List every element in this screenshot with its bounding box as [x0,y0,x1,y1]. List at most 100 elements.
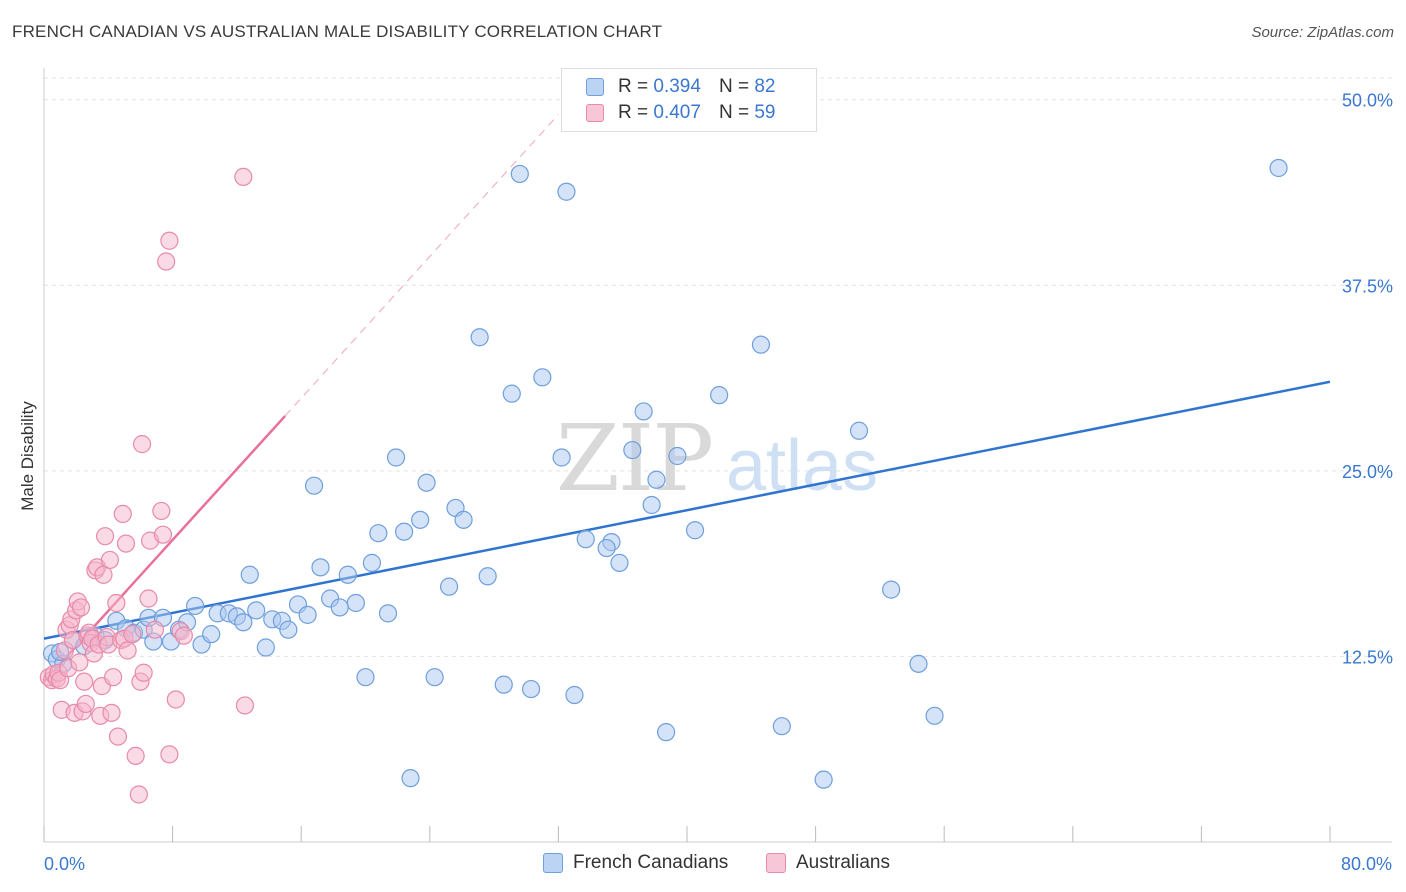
point-french-canadian [378,604,398,623]
point-australian [95,527,115,546]
point-french-canadian [369,524,388,543]
point-australian [132,435,152,454]
point-australian [166,690,185,709]
point-french-canadian [470,328,489,347]
point-australian [134,663,153,682]
point-french-canadian [186,596,205,616]
point-australian [160,231,179,250]
bottom-legend-swatch-blue [543,853,563,873]
point-french-canadian [510,164,529,184]
point-australian [102,703,121,722]
point-australian [70,653,89,672]
y-axis-label: Male Disability [18,401,37,511]
point-french-canadian [425,668,444,687]
point-french-canadian [634,402,653,421]
bottom-legend-label-french-canadians: French Canadians [573,852,729,873]
bottom-legend-australians: Australians [766,852,890,874]
legend-n-label: N = [718,102,750,123]
point-french-canadian [772,717,791,736]
legend-n-value: 82 [754,76,776,97]
source-label: Source: ZipAtlas.com [1251,24,1394,41]
point-french-canadian [494,675,513,694]
point-australian [116,534,136,553]
point-french-canadian [685,521,705,540]
point-french-canadian [330,598,349,617]
point-french-canadian [647,470,666,489]
point-australian [123,625,142,644]
trend-lines [43,114,1331,683]
point-french-canadian [751,335,771,354]
axes [43,68,1392,843]
point-australian [107,593,126,613]
legend-r-label: R = [618,76,649,97]
point-french-canadian [814,770,833,789]
point-french-canadian [610,553,629,572]
point-french-canadian [576,530,595,549]
stats-legend: R = 0.394 N = 82 R = 0.407 N = 59 [561,68,817,132]
point-french-canadian [882,580,901,599]
point-french-canadian [394,522,414,541]
point-australian [160,745,179,764]
point-french-canadian [909,654,928,673]
point-french-canadian [311,558,330,577]
point-australian [235,696,255,715]
point-french-canadian [521,679,541,699]
chart-title: FRENCH CANADIAN VS AUSTRALIAN MALE DISAB… [12,22,663,41]
point-french-canadian [668,446,687,466]
tick-labels: 12.5% 25.0% 37.5% 50.0% 0.0% 80.0% [44,91,1393,874]
point-french-canadian [925,706,944,725]
point-australian [157,252,176,271]
point-french-canadian [356,668,375,687]
legend-n-value: 59 [754,102,776,123]
legend-r-label: R = [618,102,649,123]
point-french-canadian [234,613,253,632]
watermark: ZIP atlas [556,405,878,512]
point-french-canadian [642,495,661,515]
trend-line-australians-extension [284,114,559,417]
point-french-canadian [386,448,406,467]
point-french-canadian [557,182,576,201]
point-french-canadian [346,593,365,613]
point-french-canadian [623,440,642,460]
point-french-canadian [298,605,317,624]
point-french-canadian [338,565,357,584]
point-french-canadian [417,473,436,492]
point-french-canadian [552,448,571,467]
y-tick-label: 25.0% [1342,462,1393,482]
y-tick-label: 50.0% [1342,91,1393,111]
legend-r-value: 0.394 [653,76,701,97]
legend-swatch-pink [586,104,604,122]
bottom-legend-swatch-pink [766,853,786,873]
point-french-canadian [401,769,420,788]
point-french-canadian [304,476,324,495]
x-tick-label-max: 80.0% [1341,854,1392,874]
point-french-canadian [1269,158,1288,178]
point-australian [100,550,120,570]
point-french-canadian [454,510,473,529]
point-french-canadian [502,384,521,403]
y-tick-label: 12.5% [1342,647,1393,667]
point-australian [153,525,173,544]
watermark-atlas: atlas [726,426,878,506]
point-australian [174,626,193,645]
point-french-canadian [849,421,869,440]
point-french-canadian [710,386,729,405]
point-australian [71,598,91,617]
point-australian [76,694,95,714]
point-australian [145,620,165,639]
bottom-legend-french-canadians: French Canadians [543,852,728,874]
legend-row-french-canadians: R = 0.394 N = 82 [586,74,775,100]
point-australian [104,668,123,687]
legend-r-value: 0.407 [653,102,701,123]
point-australian [118,641,137,660]
bottom-legend-label-australians: Australians [796,852,890,873]
data-points [39,158,1288,804]
point-french-canadian [478,567,497,586]
point-french-canadian [279,620,298,639]
point-australian [126,746,145,765]
point-australian [152,501,171,521]
point-french-canadian [247,601,266,620]
point-french-canadian [256,638,275,657]
point-french-canadian [439,577,459,596]
